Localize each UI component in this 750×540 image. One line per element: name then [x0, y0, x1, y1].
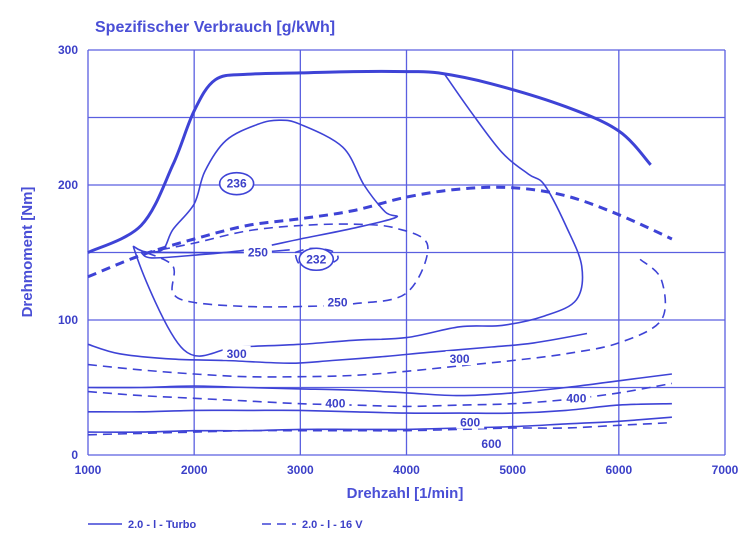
x-tick-label: 2000: [181, 463, 208, 477]
contour-label: 300: [450, 352, 470, 366]
contour-label: 600: [481, 437, 501, 451]
chart-title: Spezifischer Verbrauch [g/kWh]: [95, 19, 335, 36]
legend: 2.0 - l - Turbo 2.0 - l - 16 V: [88, 519, 363, 531]
contour-label-background: [477, 436, 506, 451]
contour-label-background: [456, 414, 485, 429]
x-tick-label: 3000: [287, 463, 314, 477]
isoline-300-solid: [87, 332, 588, 365]
y-tick-label: 300: [58, 43, 78, 57]
full-load-curve-dashed: [87, 185, 673, 279]
contour-label-background: [222, 345, 251, 360]
contour-label: 400: [325, 397, 345, 411]
x-tick-label: 7000: [712, 463, 739, 477]
contour-label: 600: [460, 416, 480, 430]
isoline-600-dashed: [87, 421, 672, 436]
y-axis-label: Drehmoment [Nm]: [19, 187, 36, 318]
y-tick-label: 0: [71, 448, 78, 462]
legend-label: 2.0 - l - Turbo: [128, 519, 197, 531]
contour-label: 300: [227, 347, 247, 361]
full-load-curve-solid: [87, 69, 652, 254]
isoline-400-solid: [87, 373, 672, 397]
contour-label-circle: [218, 171, 255, 196]
contour-label-background: [323, 294, 352, 309]
x-tick-label: 4000: [393, 463, 420, 477]
x-tick-label: 6000: [605, 463, 632, 477]
contour-label: 250: [248, 246, 268, 260]
isoline-contour-solid: [132, 72, 584, 357]
isoline-250-dashed: [146, 223, 429, 308]
isoline-236-solid: [140, 119, 399, 259]
x-tick-label: 5000: [499, 463, 526, 477]
isoline-contour-solid: [87, 416, 672, 433]
contour-label: 236: [227, 177, 247, 191]
contour-label-background: [445, 351, 474, 366]
y-tick-label: 200: [58, 178, 78, 192]
contour-label-background: [321, 395, 350, 410]
contour-label: 400: [566, 391, 586, 405]
contour-label: 250: [327, 295, 347, 309]
y-tick-label: 100: [58, 313, 78, 327]
contour-label-circle: [298, 247, 335, 272]
x-axis-label: Drehzahl [1/min]: [347, 485, 464, 502]
x-tick-label: 1000: [75, 463, 102, 477]
contour-label: 232: [306, 252, 326, 266]
legend-label: 2.0 - l - 16 V: [302, 519, 363, 531]
isoline-300-dashed: [87, 258, 667, 378]
isoline-600-solid: [87, 402, 672, 415]
axis-ticks: 1000 2000 3000 4000 5000 6000 7000 0 100 200 300: [58, 43, 739, 477]
contour-label-background: [243, 244, 272, 259]
contour-label-background: [562, 390, 591, 405]
